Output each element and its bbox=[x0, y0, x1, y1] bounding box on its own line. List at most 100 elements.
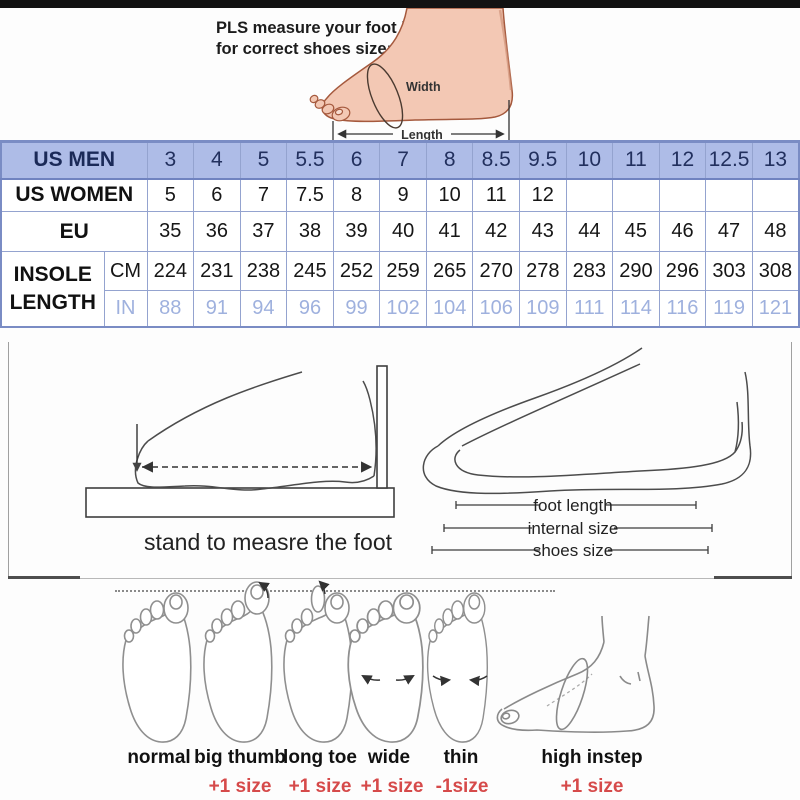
type-label-thin: thin bbox=[443, 747, 479, 768]
size-cell: 6 bbox=[193, 178, 241, 212]
frame-bottom-cap-right bbox=[714, 576, 792, 579]
size-cell: 265 bbox=[425, 251, 474, 291]
size-cell: 10 bbox=[425, 178, 474, 212]
foot-measure-illustration: Width Length bbox=[309, 8, 514, 140]
size-table: US MEN 3 4 5 5.5 6 7 8 8.5 9.5 10 11 12 … bbox=[0, 140, 800, 328]
insole-label-line2: LENGTH bbox=[9, 290, 96, 314]
size-cell: 45 bbox=[612, 211, 660, 252]
shoe-outline bbox=[422, 347, 752, 495]
instruction-line-1: PLS measure your foot length bbox=[216, 19, 451, 37]
adjust-thin: -1size bbox=[435, 776, 489, 797]
table-row-us-men: US MEN 3 4 5 5.5 6 7 8 8.5 9.5 10 11 12 … bbox=[0, 141, 800, 180]
thin-arrows bbox=[432, 675, 488, 687]
shoes-size-label: shoes size bbox=[533, 541, 613, 560]
size-cell bbox=[751, 178, 800, 212]
size-cell: 88 bbox=[146, 290, 195, 327]
adjust-wide: +1 size bbox=[360, 776, 424, 797]
size-cell: 308 bbox=[751, 251, 800, 291]
size-cell: 48 bbox=[751, 211, 800, 252]
measure-lines bbox=[431, 501, 713, 554]
wall bbox=[376, 365, 388, 489]
size-cell: 38 bbox=[286, 211, 334, 252]
size-cell: 12 bbox=[658, 141, 707, 180]
size-cell: 7.5 bbox=[286, 178, 334, 212]
size-cell: 5.5 bbox=[286, 141, 334, 180]
platform bbox=[85, 487, 395, 518]
foot-wide-illustration bbox=[347, 592, 424, 743]
frame-bottom-cap-left bbox=[8, 576, 80, 579]
foot-profile bbox=[134, 371, 377, 491]
toes bbox=[309, 94, 351, 122]
size-cell: 11 bbox=[612, 141, 660, 180]
size-cell: 303 bbox=[705, 251, 753, 291]
size-cell: 13 bbox=[751, 141, 800, 180]
shoe-size-diagram: foot length internal size shoes size bbox=[422, 347, 752, 560]
foot-thin-illustration bbox=[426, 592, 488, 743]
adjust-long-toe: +1 size bbox=[288, 776, 352, 797]
foot-normal-illustration bbox=[122, 592, 192, 743]
size-cell: 102 bbox=[379, 290, 427, 327]
size-cell: 37 bbox=[239, 211, 288, 252]
size-cell: 278 bbox=[519, 251, 567, 291]
size-cell: 3 bbox=[146, 141, 195, 180]
size-cell: 252 bbox=[332, 251, 381, 291]
size-cell: 99 bbox=[332, 290, 381, 327]
type-label-normal: normal bbox=[127, 747, 191, 768]
table-row-insole-cm: INSOLE LENGTH CM 224 231 238 245 252 259… bbox=[0, 251, 800, 327]
instruction-line-2: for correct shoes size: bbox=[216, 40, 393, 58]
size-cell: 35 bbox=[146, 211, 195, 252]
foot-length-label: foot length bbox=[533, 496, 612, 515]
size-cell: 39 bbox=[332, 211, 381, 252]
size-cell: 114 bbox=[612, 290, 660, 327]
size-cell: 42 bbox=[472, 211, 520, 252]
unit-label-in: IN bbox=[103, 290, 148, 327]
size-cell: 7 bbox=[379, 141, 427, 180]
adjust-big-thumb: +1 size bbox=[208, 776, 272, 797]
size-cell: 12.5 bbox=[705, 141, 753, 180]
size-cell: 5 bbox=[146, 178, 195, 212]
unit-label-cm: CM bbox=[103, 251, 148, 291]
size-cell: 91 bbox=[193, 290, 241, 327]
size-cell: 231 bbox=[193, 251, 241, 291]
size-cell bbox=[565, 178, 614, 212]
size-cell: 41 bbox=[425, 211, 474, 252]
width-girth-ellipse bbox=[366, 63, 404, 129]
foot-shape bbox=[321, 8, 514, 123]
size-cell: 46 bbox=[658, 211, 707, 252]
instep-girth-ellipse bbox=[555, 657, 589, 731]
size-cell: 11 bbox=[472, 178, 520, 212]
size-cell: 12 bbox=[519, 178, 567, 212]
insole-label-line1: INSOLE bbox=[13, 263, 92, 287]
size-cell: 5 bbox=[239, 141, 288, 180]
row-label: EU bbox=[0, 211, 148, 252]
size-cell: 44 bbox=[565, 211, 614, 252]
size-cell: 296 bbox=[658, 251, 707, 291]
size-cell: 259 bbox=[379, 251, 427, 291]
width-label: Width bbox=[406, 80, 441, 94]
table-row-insole-in: IN 88 91 94 96 99 102 104 106 109 111 11… bbox=[1, 290, 800, 327]
table-row-eu: EU 35 36 37 38 39 40 41 42 43 44 45 46 4… bbox=[0, 211, 800, 252]
size-cell: 111 bbox=[565, 290, 614, 327]
size-cell: 10 bbox=[565, 141, 614, 180]
size-cell: 270 bbox=[472, 251, 520, 291]
size-cell: 104 bbox=[425, 290, 474, 327]
type-label-high-instep: high instep bbox=[541, 747, 643, 768]
row-label: US WOMEN bbox=[0, 178, 148, 212]
size-cell: 224 bbox=[146, 251, 195, 291]
foot-high-instep-illustration bbox=[496, 615, 655, 733]
size-cell: 109 bbox=[519, 290, 567, 327]
size-table-section: US MEN 3 4 5 5.5 6 7 8 8.5 9.5 10 11 12 … bbox=[0, 140, 800, 328]
size-cell: 47 bbox=[705, 211, 753, 252]
toe-alignment-dotted-line bbox=[115, 590, 555, 592]
wide-arrows bbox=[361, 674, 415, 685]
frame-bottom-line bbox=[8, 578, 792, 579]
frame-right-line bbox=[791, 342, 792, 578]
row-label-insole: INSOLE LENGTH bbox=[0, 251, 105, 327]
length-label: Length bbox=[401, 128, 443, 140]
size-cell: 283 bbox=[565, 251, 614, 291]
size-cell: 40 bbox=[379, 211, 427, 252]
size-cell: 119 bbox=[705, 290, 753, 327]
size-cell bbox=[705, 178, 753, 212]
type-label-long-toe: long toe bbox=[283, 747, 357, 768]
